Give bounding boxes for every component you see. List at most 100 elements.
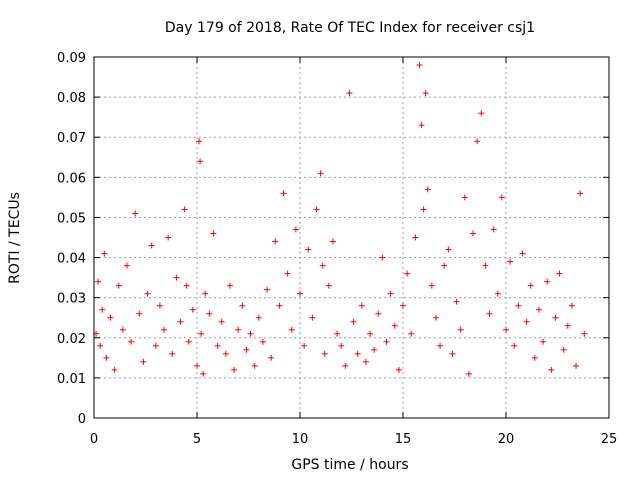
data-point	[305, 246, 312, 253]
data-point	[437, 342, 444, 349]
data-point	[461, 194, 468, 201]
data-point	[288, 326, 295, 333]
data-point	[183, 282, 190, 289]
data-point	[358, 302, 365, 309]
axis-ticks: 0 0.01 0.02 0.03 0.04 0.05 0.06 0.07 0.08 0.09 0 5 1…	[57, 51, 617, 447]
data-point	[243, 346, 250, 353]
data-point	[573, 362, 580, 369]
plot-frame	[93, 56, 610, 419]
data-point	[408, 330, 415, 337]
x-tick-label: 25	[601, 432, 618, 447]
data-point	[441, 262, 448, 269]
data-point	[564, 322, 571, 329]
data-point	[395, 366, 402, 373]
data-point	[173, 274, 180, 281]
y-tick-label: 0.05	[57, 211, 86, 226]
y-tick-label: 0.03	[57, 292, 86, 307]
data-point	[119, 326, 126, 333]
data-point	[379, 254, 386, 261]
data-point	[556, 270, 563, 277]
data-point	[156, 302, 163, 309]
data-point	[329, 238, 336, 245]
x-tick-label: 0	[90, 432, 98, 447]
data-point	[418, 122, 425, 129]
data-point	[268, 354, 275, 361]
data-point	[95, 278, 102, 285]
grid-lines	[94, 57, 609, 418]
y-tick-label: 0.07	[57, 131, 86, 146]
data-point	[140, 358, 147, 365]
data-point	[319, 262, 326, 269]
data-point	[375, 310, 382, 317]
data-point	[165, 234, 172, 241]
data-point	[362, 358, 369, 365]
data-point	[535, 306, 542, 313]
data-point	[255, 314, 262, 321]
y-tick-label: 0.02	[57, 332, 86, 347]
data-point	[486, 310, 493, 317]
x-tick-label: 15	[395, 432, 412, 447]
data-point	[432, 314, 439, 321]
data-point	[420, 206, 427, 213]
data-point	[540, 338, 547, 345]
data-point	[391, 322, 398, 329]
data-point	[280, 190, 287, 197]
data-point	[422, 90, 429, 97]
data-point	[527, 282, 534, 289]
data-point	[264, 286, 271, 293]
chart-title: Day 179 of 2018, Rate Of TEC Index for r…	[165, 20, 535, 36]
data-point	[560, 346, 567, 353]
data-point	[284, 270, 291, 277]
data-point	[99, 306, 106, 313]
data-point	[144, 290, 151, 297]
data-point	[334, 330, 341, 337]
data-point	[196, 138, 203, 145]
data-point	[367, 330, 374, 337]
data-point	[136, 310, 143, 317]
data-point	[581, 330, 588, 337]
data-point	[169, 350, 176, 357]
data-point	[453, 298, 460, 305]
x-tick-label: 20	[498, 432, 515, 447]
data-point	[313, 206, 320, 213]
data-point	[101, 250, 108, 257]
data-point	[123, 262, 130, 269]
data-point	[128, 338, 135, 345]
data-point	[189, 306, 196, 313]
data-point	[148, 242, 155, 249]
data-point	[519, 250, 526, 257]
data-point	[465, 370, 472, 377]
data-point	[177, 318, 184, 325]
data-point	[103, 354, 110, 361]
data-point	[449, 350, 456, 357]
data-point	[416, 62, 423, 69]
data-point	[231, 366, 238, 373]
data-point	[482, 262, 489, 269]
y-tick-label: 0	[78, 412, 86, 427]
data-point	[239, 302, 246, 309]
data-point	[276, 302, 283, 309]
data-point	[259, 338, 266, 345]
data-point	[548, 366, 555, 373]
data-point	[404, 270, 411, 277]
data-point	[297, 290, 303, 297]
y-tick-label: 0.01	[57, 372, 86, 387]
data-point	[387, 290, 394, 297]
data-point	[342, 362, 349, 369]
data-point	[577, 190, 584, 197]
data-point	[478, 110, 485, 117]
data-point	[181, 206, 188, 213]
data-point	[210, 230, 217, 237]
data-point	[247, 330, 254, 337]
data-point	[235, 326, 242, 333]
data-point	[511, 342, 518, 349]
data-point	[503, 326, 509, 333]
data-point	[338, 342, 345, 349]
data-point	[226, 282, 233, 289]
data-point	[251, 362, 258, 369]
data-point	[115, 282, 122, 289]
y-tick-label: 0.04	[57, 252, 86, 267]
data-point	[272, 238, 279, 245]
data-point	[507, 258, 514, 265]
